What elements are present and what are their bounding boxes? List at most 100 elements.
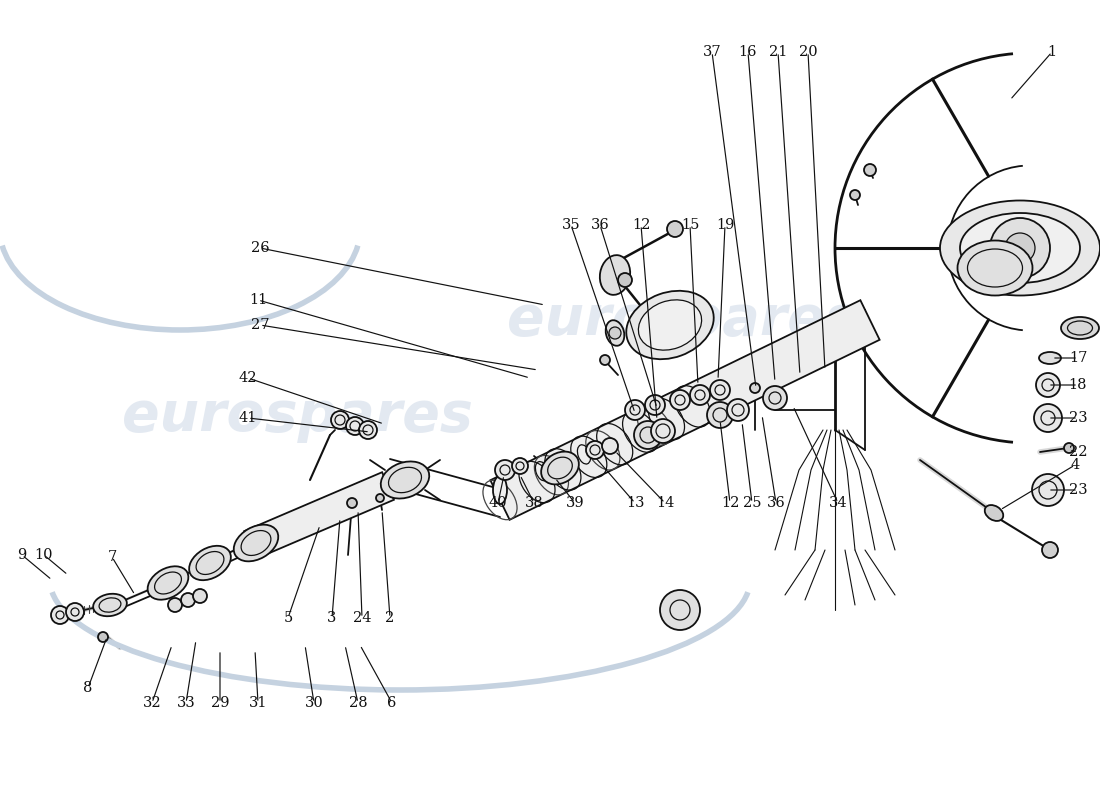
Circle shape — [346, 417, 364, 435]
Text: 21: 21 — [769, 45, 788, 59]
Circle shape — [512, 458, 528, 474]
Text: 18: 18 — [1069, 378, 1087, 392]
Circle shape — [331, 411, 349, 429]
Circle shape — [750, 383, 760, 393]
Text: 11: 11 — [249, 293, 267, 307]
Circle shape — [864, 164, 876, 176]
Text: 23: 23 — [1069, 411, 1087, 425]
Text: 40: 40 — [488, 496, 507, 510]
Circle shape — [1064, 443, 1074, 453]
Text: 34: 34 — [828, 496, 847, 510]
Text: 8: 8 — [84, 681, 92, 695]
Circle shape — [346, 498, 358, 508]
Circle shape — [707, 402, 733, 428]
Text: 5: 5 — [284, 611, 293, 625]
Ellipse shape — [382, 472, 398, 500]
Text: 28: 28 — [349, 696, 367, 710]
Circle shape — [98, 632, 108, 642]
Circle shape — [618, 273, 632, 287]
Ellipse shape — [940, 201, 1100, 295]
Circle shape — [66, 603, 84, 621]
Ellipse shape — [147, 566, 188, 600]
Text: 24: 24 — [353, 611, 372, 625]
Text: 16: 16 — [739, 45, 757, 59]
Text: 1: 1 — [1047, 45, 1057, 59]
Text: 30: 30 — [305, 696, 323, 710]
Circle shape — [651, 419, 675, 443]
Circle shape — [625, 400, 645, 420]
Text: 3: 3 — [328, 611, 337, 625]
Text: 38: 38 — [525, 496, 543, 510]
Text: 31: 31 — [249, 696, 267, 710]
Text: 22: 22 — [1069, 445, 1087, 459]
Circle shape — [1005, 233, 1035, 263]
Circle shape — [690, 385, 710, 405]
Ellipse shape — [606, 320, 625, 346]
Text: 6: 6 — [387, 696, 397, 710]
Circle shape — [602, 438, 618, 454]
Text: 32: 32 — [143, 696, 162, 710]
Circle shape — [182, 593, 195, 607]
Text: 7: 7 — [108, 550, 117, 564]
Text: 37: 37 — [703, 45, 722, 59]
Circle shape — [727, 399, 749, 421]
Text: 2: 2 — [385, 611, 395, 625]
Text: 23: 23 — [1069, 483, 1087, 497]
Text: 12: 12 — [631, 218, 650, 232]
Text: 15: 15 — [681, 218, 700, 232]
Polygon shape — [244, 472, 394, 558]
Ellipse shape — [233, 525, 278, 562]
Circle shape — [1034, 404, 1062, 432]
Text: 4: 4 — [1070, 458, 1079, 472]
Text: 26: 26 — [251, 241, 270, 255]
Ellipse shape — [1062, 317, 1099, 339]
Circle shape — [1042, 542, 1058, 558]
Circle shape — [850, 190, 860, 200]
Ellipse shape — [984, 505, 1003, 521]
Circle shape — [667, 221, 683, 237]
Circle shape — [376, 494, 384, 502]
Text: 39: 39 — [565, 496, 584, 510]
Text: 41: 41 — [239, 411, 257, 425]
Text: 13: 13 — [626, 496, 645, 510]
Ellipse shape — [638, 300, 702, 350]
Circle shape — [600, 355, 610, 365]
Circle shape — [763, 386, 786, 410]
Text: 33: 33 — [177, 696, 196, 710]
Ellipse shape — [1040, 352, 1062, 364]
Circle shape — [710, 380, 730, 400]
Circle shape — [645, 395, 665, 415]
Circle shape — [990, 218, 1050, 278]
Text: 19: 19 — [716, 218, 734, 232]
Text: 27: 27 — [251, 318, 270, 332]
Ellipse shape — [94, 594, 126, 616]
Text: eurospares: eurospares — [122, 389, 472, 443]
Ellipse shape — [381, 462, 429, 498]
Text: 12: 12 — [720, 496, 739, 510]
Text: 14: 14 — [656, 496, 674, 510]
Circle shape — [1032, 474, 1064, 506]
Text: eurospares: eurospares — [507, 293, 857, 347]
Text: 25: 25 — [742, 496, 761, 510]
Text: 10: 10 — [35, 548, 53, 562]
Text: 29: 29 — [211, 696, 229, 710]
Text: 20: 20 — [799, 45, 817, 59]
Ellipse shape — [493, 476, 507, 504]
Circle shape — [192, 589, 207, 603]
Text: 9: 9 — [18, 548, 26, 562]
Circle shape — [670, 390, 690, 410]
Ellipse shape — [957, 241, 1033, 295]
Circle shape — [1036, 373, 1060, 397]
Circle shape — [495, 460, 515, 480]
Text: 35: 35 — [562, 218, 581, 232]
Circle shape — [660, 590, 700, 630]
Circle shape — [359, 421, 377, 439]
Text: 36: 36 — [591, 218, 609, 232]
Circle shape — [609, 327, 622, 339]
Circle shape — [168, 598, 182, 612]
Circle shape — [51, 606, 69, 624]
Ellipse shape — [960, 213, 1080, 283]
Circle shape — [634, 421, 662, 449]
Ellipse shape — [626, 291, 714, 359]
Text: 42: 42 — [239, 371, 257, 385]
